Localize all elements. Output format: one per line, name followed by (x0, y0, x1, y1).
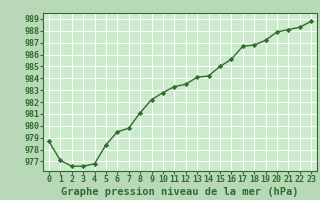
X-axis label: Graphe pression niveau de la mer (hPa): Graphe pression niveau de la mer (hPa) (61, 187, 299, 197)
